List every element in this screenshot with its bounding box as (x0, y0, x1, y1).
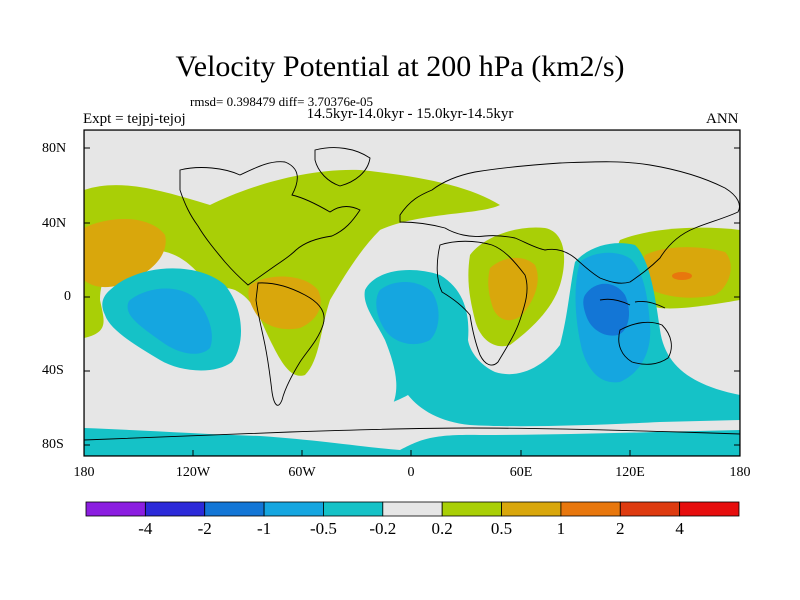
colorbar-swatch (382, 501, 443, 517)
coastline-australia (618, 321, 672, 365)
colorbar-swatch (144, 501, 206, 517)
positive-max-west-pacific (642, 247, 731, 298)
stats-text: rmsd= 0.398479 diff= 3.70376e-05 (190, 94, 374, 109)
lat-label-80s: 80S (42, 437, 64, 452)
map-frame (83, 129, 741, 457)
lon-label-180w: 180 (73, 465, 95, 480)
colorbar-swatch (85, 501, 146, 517)
colorbar-label: 0.2 (431, 519, 453, 538)
colorbar-label: -2 (197, 519, 212, 538)
negative-max-atlantic (376, 281, 439, 345)
lon-label-60w: 60W (288, 465, 316, 480)
colorbar-swatch (501, 501, 562, 517)
lat-label-40s: 40S (42, 363, 64, 378)
colorbar-label: 2 (616, 519, 625, 538)
positive-max-africa (488, 257, 538, 321)
colorbar-label: -4 (138, 519, 153, 538)
coastline-greenland (314, 147, 371, 187)
colorbar-swatch (441, 501, 502, 517)
lat-label-40n: 40N (42, 216, 67, 231)
coastline-indonesia (599, 298, 666, 309)
lat-label-80n: 80N (42, 141, 67, 156)
colorbar-label: -1 (256, 519, 272, 538)
coastline-south-america (255, 282, 325, 406)
lat-label-0: 0 (64, 289, 71, 304)
neutral-band-southern-ocean (84, 395, 740, 450)
positive-max-north-pacific (84, 218, 166, 288)
lon-label-180e: 180 (729, 465, 751, 480)
lon-label-120e: 120E (615, 465, 645, 480)
positive-max-south-america (248, 276, 321, 330)
colorbar-swatch (323, 501, 384, 517)
contour-field (84, 130, 740, 456)
coastline-antarctica (84, 427, 740, 441)
coastlines (84, 147, 740, 441)
colorbar-swatch (619, 501, 681, 517)
colorbar-label: 4 (675, 519, 684, 538)
positive-region-americas (84, 169, 500, 376)
plot-subtitle: 14.5kyr-14.0kyr - 15.0kyr-14.5kyr (306, 106, 514, 122)
lon-label-120w: 120W (175, 465, 211, 480)
lon-label-60e: 60E (509, 465, 533, 480)
colorbar-swatch (560, 501, 621, 517)
plot-title: Velocity Potential at 200 hPa (km2/s) (175, 50, 625, 83)
season-label: ANN (706, 111, 739, 127)
negative-core-indian-ocean (583, 283, 630, 336)
colorbar-label: -0.2 (369, 519, 397, 538)
colorbar-swatch (204, 501, 265, 517)
negative-max-south-pacific (127, 288, 212, 354)
coastline-north-america (179, 161, 361, 286)
colorbar (85, 501, 740, 517)
colorbar-label: -0.5 (309, 519, 337, 538)
coastline-africa (436, 240, 528, 366)
colorbar-label: 1 (556, 519, 566, 538)
experiment-label: Expt = tejpj-tejoj (83, 111, 186, 127)
colorbar-label: 0.5 (490, 519, 513, 538)
coastline-europe-asia (399, 161, 740, 284)
lon-label-0: 0 (407, 465, 415, 480)
axis-ticks (83, 147, 741, 456)
colorbar-swatch (263, 501, 324, 517)
colorbar-swatch (679, 501, 740, 517)
positive-core-west-pacific (672, 272, 692, 280)
